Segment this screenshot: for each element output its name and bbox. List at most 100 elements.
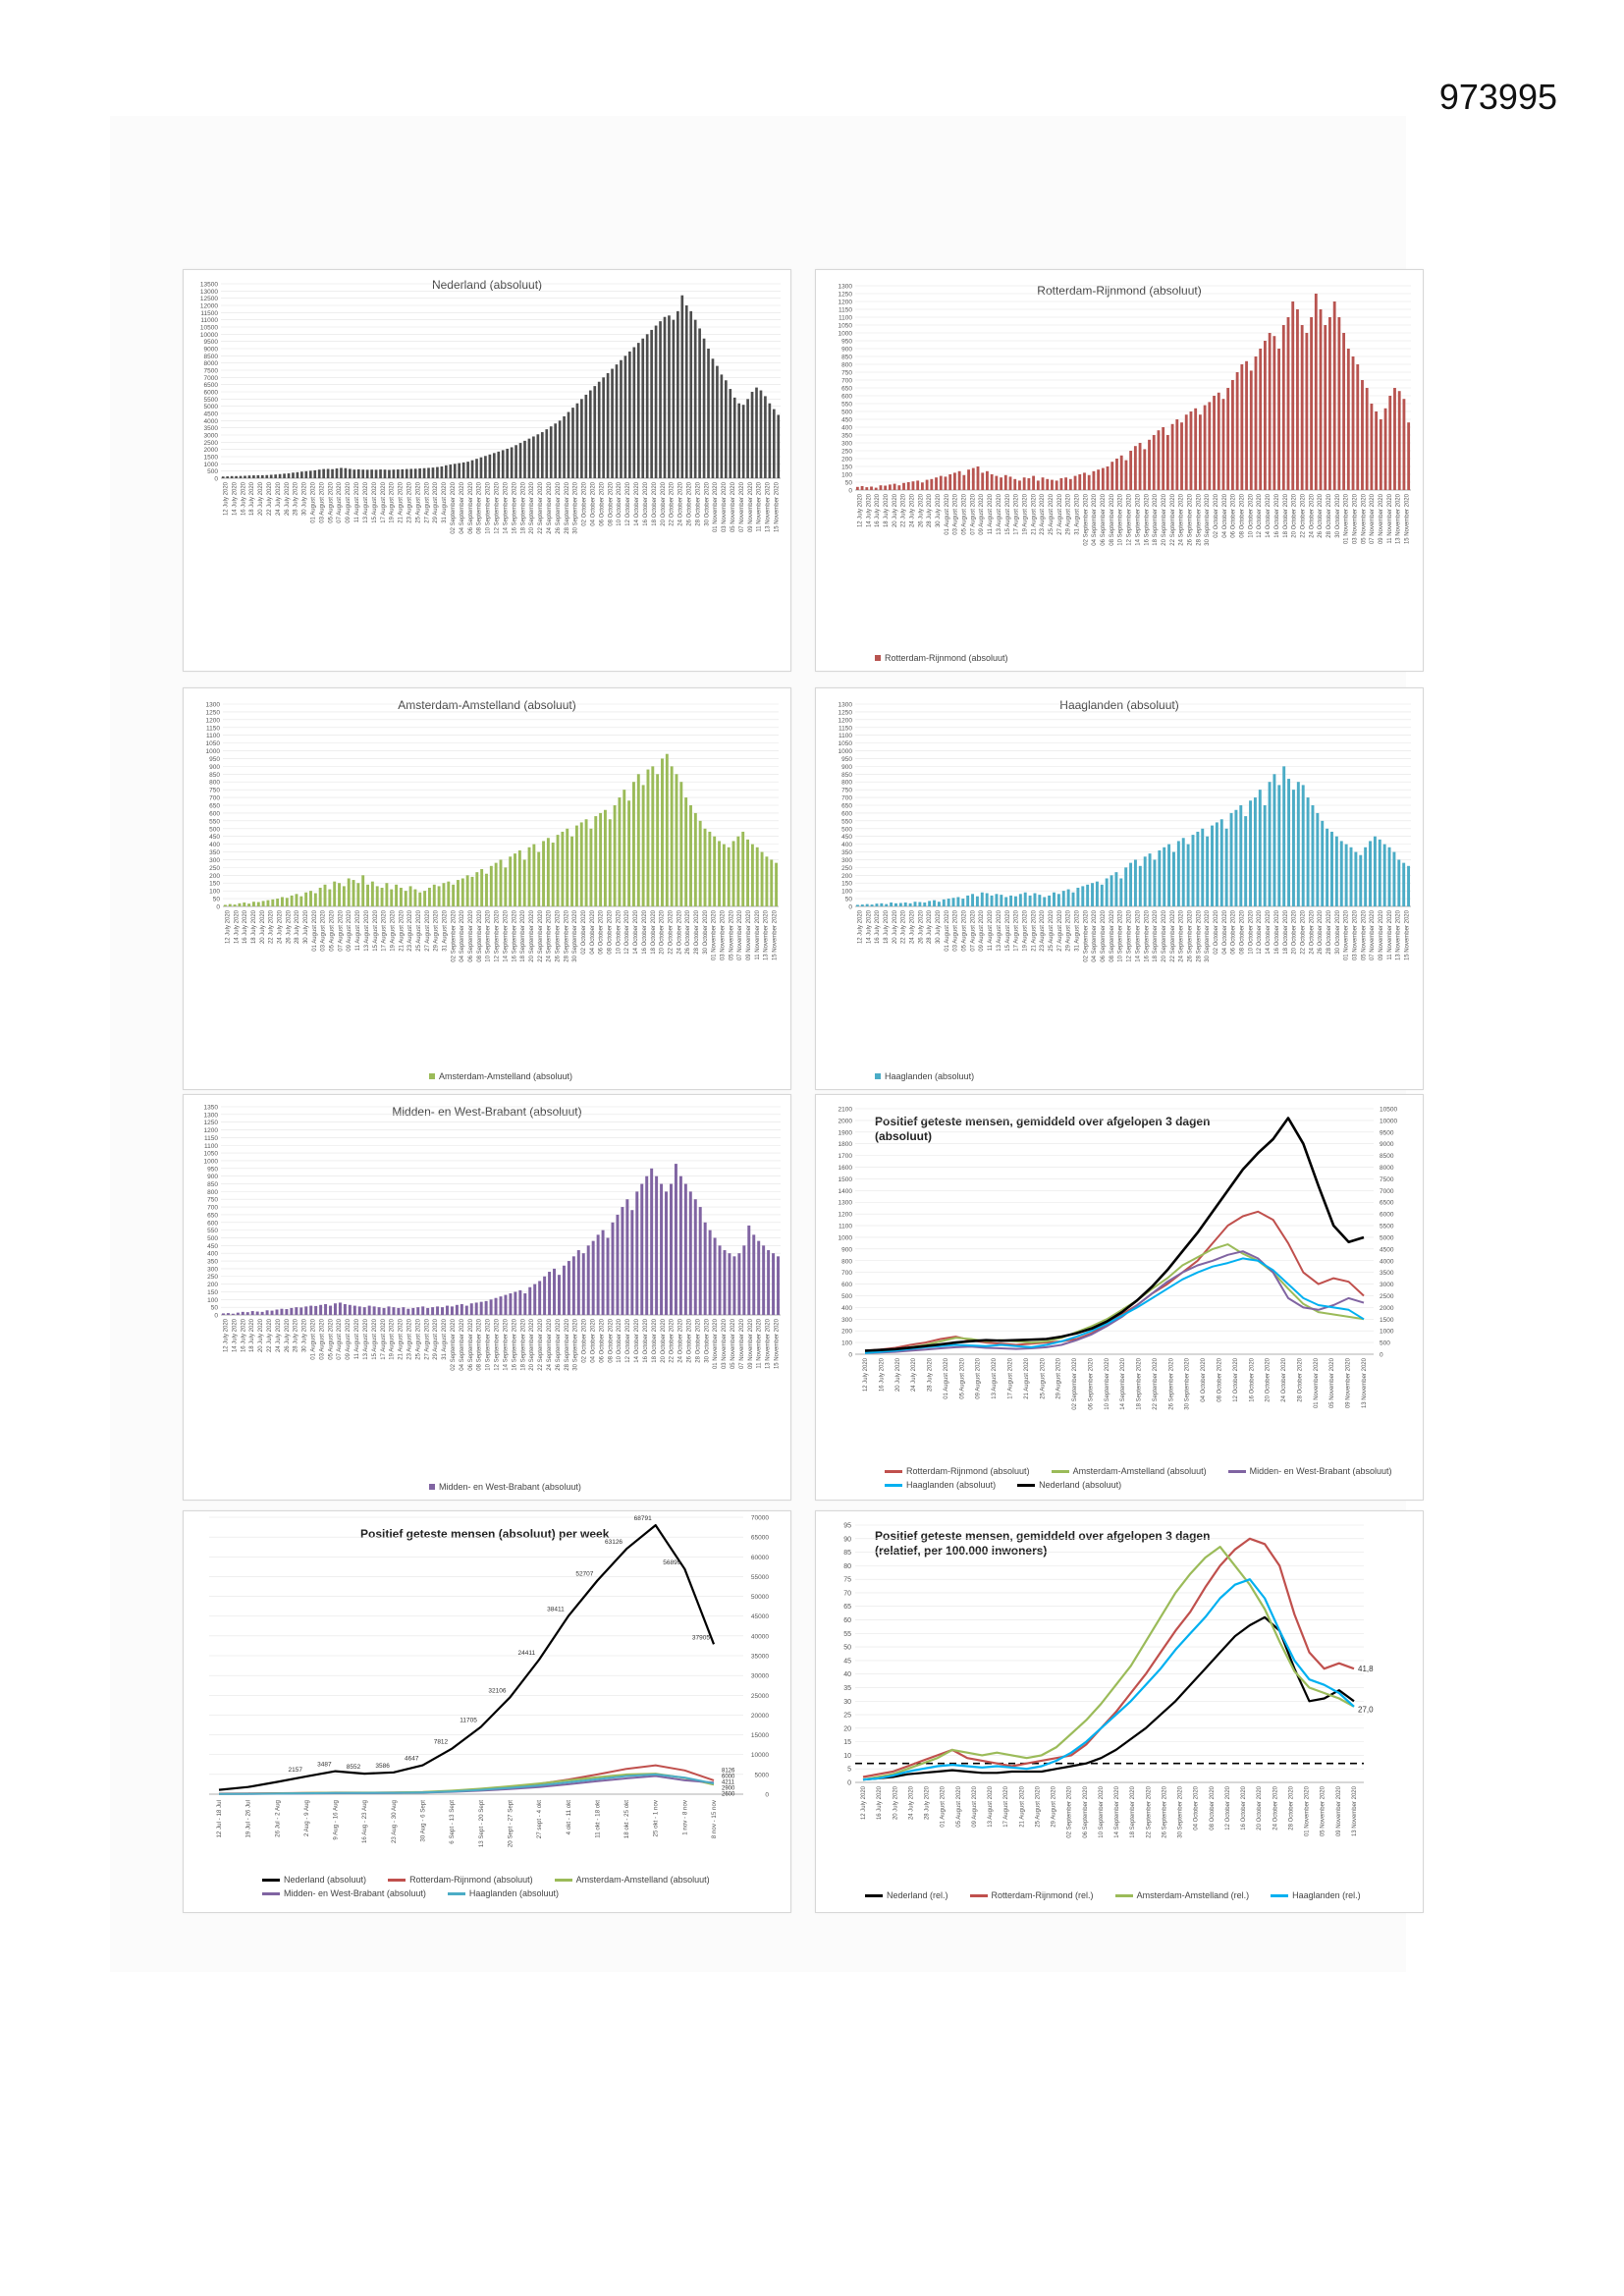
x-tick-label: 25 August 2020: [416, 909, 422, 951]
chart-title-line: Positief geteste mensen, gemiddeld over …: [875, 1115, 1211, 1128]
bar: [1375, 411, 1379, 490]
bar: [980, 892, 984, 906]
bar: [593, 386, 597, 478]
x-tick-label: 22 October 2020: [668, 909, 674, 954]
x-tick-label: 21 August 2020: [1019, 1785, 1025, 1827]
bar: [1000, 895, 1003, 906]
bar: [623, 790, 626, 906]
x-tick-label: 16 September 2020: [512, 1318, 517, 1370]
y-tick-label: 40: [843, 1671, 851, 1678]
x-tick-label: 10 October 2020: [1248, 493, 1254, 537]
bar: [532, 436, 535, 478]
x-tick-label: 09 November 2020: [746, 909, 752, 960]
bar: [656, 774, 660, 906]
x-tick-label: 13 August 2020: [997, 909, 1002, 951]
bar: [1133, 859, 1137, 906]
x-tick-label: 05 August 2020: [328, 481, 334, 522]
chart-panel-midden-west-brabant: Midden- en West-Brabant (absoluut) 0 50 10…: [183, 1094, 791, 1501]
bar: [693, 319, 697, 478]
x-tick-label: 14 September 2020: [1135, 909, 1141, 961]
chart-title: Midden- en West-Brabant (absoluut): [392, 1105, 582, 1119]
y-tick-label: 85: [843, 1550, 851, 1557]
y-tick-label: 1300: [204, 1112, 219, 1119]
bar: [1158, 849, 1162, 906]
x-tick-label: 12 September 2020: [495, 1318, 501, 1370]
bar: [226, 1313, 230, 1315]
bar: [725, 380, 728, 478]
x-tick-label: 16 July 2020: [877, 1785, 883, 1820]
x-tick-label: 28 October 2020: [1297, 1357, 1303, 1401]
x-tick-label: 30 Aug - 6 Sept: [420, 1800, 427, 1842]
legend-item: Amsterdam-Amstelland (rel.): [1114, 1890, 1249, 1900]
y-tick-label: 850: [841, 772, 852, 779]
x-tick-label: 26 September 2020: [1162, 1785, 1167, 1837]
bar: [241, 1311, 244, 1315]
x-tick-label: 15 August 2020: [1005, 493, 1011, 534]
x-tick-label: 10 September 2020: [486, 481, 492, 533]
bar: [599, 812, 603, 906]
series-line: [862, 1578, 1355, 1781]
bar: [1129, 451, 1133, 490]
x-tick-label: 09 November 2020: [748, 481, 754, 532]
bar: [1056, 894, 1060, 906]
bar: [514, 445, 517, 478]
bar: [1061, 891, 1065, 906]
bar: [597, 381, 601, 478]
x-tick-label: 16 September 2020: [512, 909, 517, 961]
bar: [860, 904, 864, 906]
bar: [308, 470, 312, 478]
y-tick-label: 300: [841, 441, 852, 448]
bar: [713, 836, 717, 906]
x-tick-label: 31 August 2020: [442, 481, 448, 522]
x-tick-label: 05 August 2020: [962, 909, 968, 951]
y-tick-label: 100: [841, 889, 852, 896]
x-tick-label: 27 sept - 4 okt: [536, 1800, 543, 1838]
x-tick-label: 6 Sept - 13 Sept: [449, 1800, 456, 1844]
x-tick-label: 03 November 2020: [1353, 493, 1359, 544]
x-tick-label: 06 October 2020: [1231, 493, 1237, 537]
y-tick-label: 150: [207, 1289, 218, 1296]
bar: [677, 310, 679, 478]
bar: [1013, 478, 1017, 490]
bar: [952, 472, 956, 490]
x-tick-label: 09 November 2020: [1379, 493, 1384, 544]
bar: [484, 1300, 488, 1315]
bar: [971, 894, 975, 906]
bar: [865, 487, 869, 490]
x-tick-label: 05 August 2020: [328, 1318, 334, 1359]
bar: [768, 403, 772, 478]
bar: [397, 1307, 401, 1315]
y-tick-label: 1050: [204, 1151, 219, 1158]
x-tick-label: 08 September 2020: [477, 481, 483, 533]
bar: [1287, 779, 1291, 906]
y-tick-label: 1000: [839, 1234, 853, 1241]
x-tick-label: 20 October 2020: [660, 909, 666, 954]
bar: [698, 820, 702, 906]
x-tick-label: 20 October 2020: [1257, 1785, 1263, 1830]
bar: [874, 487, 878, 490]
bar: [1018, 894, 1022, 906]
x-tick-label: 20 July 2020: [258, 1318, 264, 1352]
bar: [465, 875, 469, 906]
bar: [1059, 478, 1063, 490]
y-tick-label: 300: [209, 857, 220, 864]
bar: [427, 887, 431, 906]
bar: [618, 797, 622, 906]
x-tick-label: 15 November 2020: [773, 909, 779, 960]
bar: [567, 411, 570, 478]
x-tick-label: 06 September 2020: [1101, 909, 1107, 961]
bar: [554, 423, 557, 478]
bar: [449, 465, 453, 478]
bar: [755, 847, 759, 906]
x-tick-label: 29 August 2020: [434, 909, 440, 951]
bar: [986, 470, 989, 490]
x-tick-label: 26 October 2020: [685, 909, 691, 954]
bar: [1268, 782, 1272, 906]
legend-item: Rotterdam-Rijnmond (rel.): [969, 1890, 1094, 1900]
x-tick-label: 01 August 2020: [945, 493, 950, 534]
bar: [1277, 785, 1281, 906]
bar: [504, 1294, 508, 1315]
bar: [243, 902, 246, 906]
y-tick-label: 200: [841, 457, 852, 464]
bar: [661, 758, 664, 906]
